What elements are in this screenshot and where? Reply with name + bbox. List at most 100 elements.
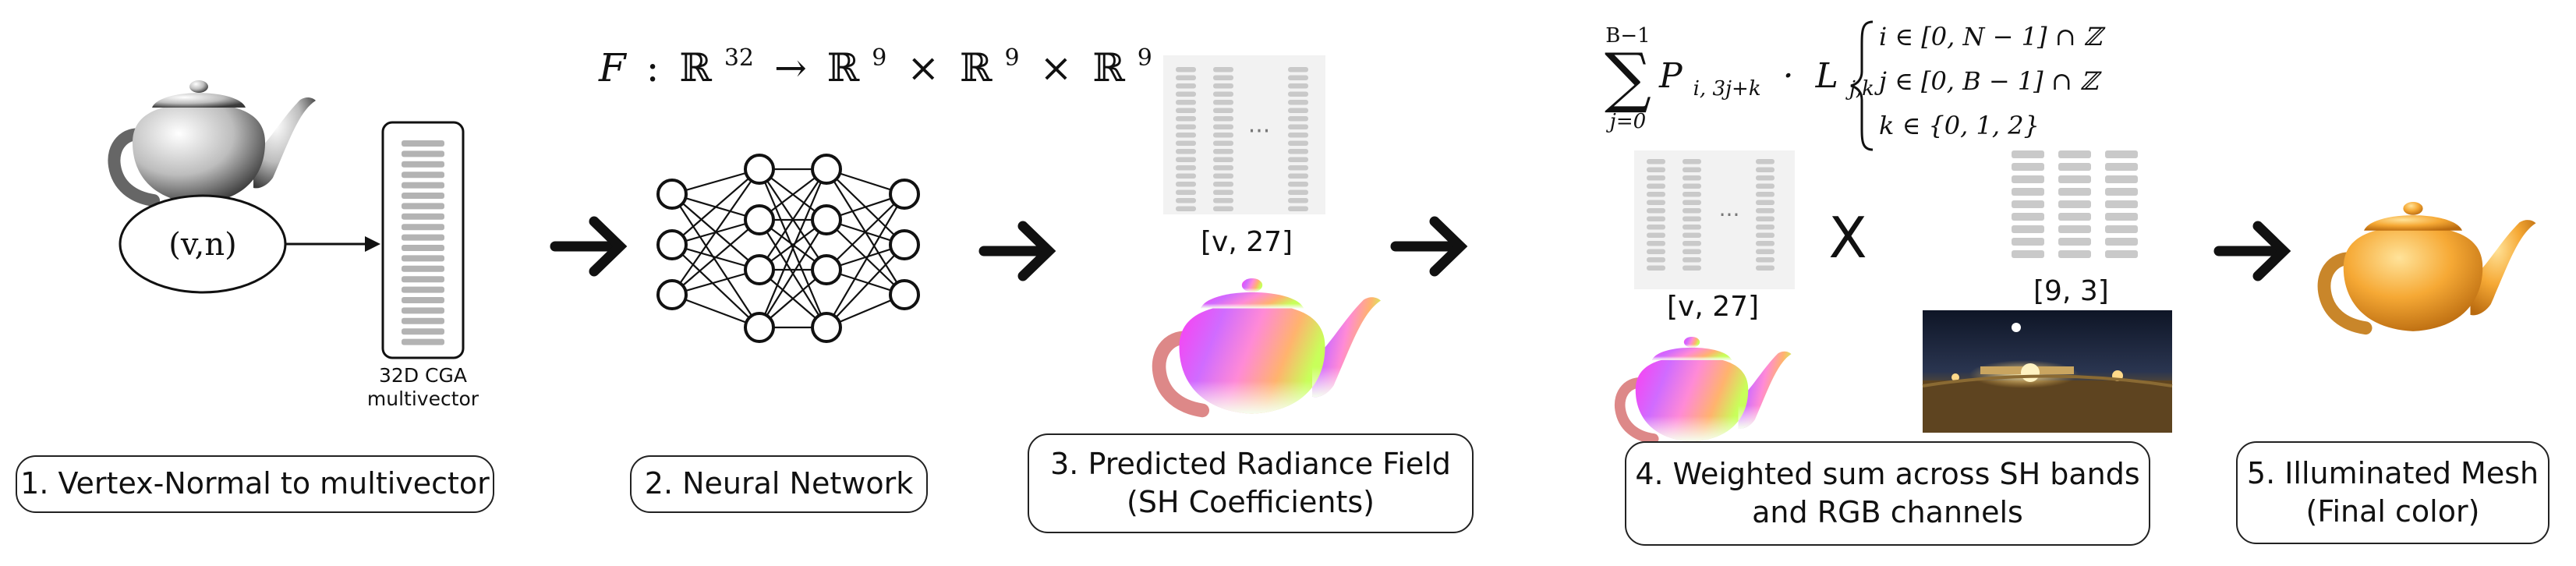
matrix-cell <box>1756 232 1775 238</box>
matrix-cell <box>1213 108 1233 113</box>
light-matrix-cell <box>2105 200 2138 208</box>
sh-matrix-stage4-ellipsis: ··· <box>1719 202 1740 228</box>
svg-text:B−1: B−1 <box>1605 24 1650 48</box>
nn-node <box>656 279 688 310</box>
matrix-cell <box>1176 157 1196 162</box>
matrix-cell <box>1288 206 1308 211</box>
sh-sum-formula: B−1 ∑ j=0 P i, 3j+k · L j,k i ∈ [0, N − … <box>1605 20 2106 151</box>
light-matrix-cell <box>2058 188 2091 196</box>
nn-edge <box>826 244 905 328</box>
matrix-cell <box>1683 183 1701 189</box>
matrix-cell <box>1288 83 1308 89</box>
matrix-cell <box>1683 175 1701 181</box>
matrix-cell <box>1213 189 1233 195</box>
matrix-cell <box>1683 241 1701 246</box>
nn-node <box>889 279 920 310</box>
matrix-cell <box>1756 216 1775 221</box>
multivector-cell <box>402 172 444 179</box>
matrix-cell <box>1683 257 1701 263</box>
matrix-cell <box>1176 165 1196 171</box>
light-matrix-cell <box>2058 150 2091 158</box>
svg-text:∑: ∑ <box>1605 39 1651 115</box>
light-matrix-cell <box>2012 163 2044 171</box>
multivector-cell <box>402 193 444 199</box>
matrix-cell <box>1288 165 1308 171</box>
caption-stage-2: 2. Neural Network <box>630 455 928 513</box>
multivector-cell <box>402 297 444 303</box>
matrix-cell <box>1176 116 1196 122</box>
matrix-cell <box>1288 116 1308 122</box>
nn-node <box>811 312 842 343</box>
matrix-cell <box>1647 192 1665 197</box>
matrix-cell <box>1647 225 1665 230</box>
multivector-cell <box>402 245 444 251</box>
light-matrix-cell <box>2058 175 2091 183</box>
neural-network <box>656 154 920 343</box>
matrix-cell <box>1176 198 1196 203</box>
multivector-cell <box>402 161 444 168</box>
light-matrix-cell <box>2058 163 2091 171</box>
matrix-cell <box>1213 75 1233 80</box>
svg-text:i ∈ [0, N − 1] ∩ ℤ: i ∈ [0, N − 1] ∩ ℤ <box>1879 22 2106 51</box>
light-matrix-cell <box>2058 250 2091 258</box>
caption-stage-5: 5. Illuminated Mesh (Final color) <box>2236 441 2549 544</box>
matrix-cell <box>1756 265 1775 271</box>
matrix-cell <box>1176 189 1196 195</box>
light-matrix-cell <box>2012 188 2044 196</box>
stage3-dim-label: [v, 27] <box>1201 226 1293 258</box>
matrix-cell <box>1683 167 1701 172</box>
multivector-cell <box>402 213 444 220</box>
light-matrix-cell <box>2105 250 2138 258</box>
matrix-cell <box>1756 183 1775 189</box>
nn-edge <box>671 244 760 328</box>
vertex-normal-label: (v,n) <box>168 227 237 263</box>
nn-edge <box>826 193 905 328</box>
nn-node <box>744 204 775 235</box>
matrix-cell <box>1176 100 1196 105</box>
matrix-cell <box>1213 157 1233 162</box>
matrix-cell <box>1176 173 1196 179</box>
light-matrix-cell <box>2105 163 2138 171</box>
matrix-cell <box>1683 208 1701 214</box>
matrix-cell <box>1176 149 1196 154</box>
nn-edge <box>758 168 828 328</box>
matrix-cell <box>1213 83 1233 89</box>
nn-edge <box>671 219 760 295</box>
multivector-cell <box>402 317 444 324</box>
light-matrix-cell <box>2105 175 2138 183</box>
light-matrix-cell <box>2105 150 2138 158</box>
matrix-cell <box>1756 241 1775 246</box>
teapot-icon <box>114 80 316 203</box>
sh-matrix-stage3-cells <box>1176 67 1308 211</box>
matrix-cell <box>1213 182 1233 187</box>
matrix-cell <box>1176 182 1196 187</box>
matrix-cell <box>1683 200 1701 205</box>
multivector-cell <box>402 307 444 314</box>
svg-text:j=0: j=0 <box>1606 110 1646 133</box>
light-matrix-cell <box>2105 225 2138 233</box>
light-matrix-cell <box>2058 238 2091 246</box>
multivector-caption: 32D CGA multivector <box>366 364 479 410</box>
nn-node <box>811 254 842 285</box>
svg-text:j ∈ [0, B − 1] ∩ ℤ: j ∈ [0, B − 1] ∩ ℤ <box>1874 66 2102 96</box>
sh-matrix-stage4-cells <box>1647 159 1775 271</box>
matrix-cell <box>1756 175 1775 181</box>
stage-arrow-3 <box>1390 216 1468 277</box>
matrix-cell <box>1288 182 1308 187</box>
matrix-cell <box>1176 83 1196 89</box>
matrix-cell <box>1288 124 1308 129</box>
matrix-cell <box>1213 124 1233 129</box>
matrix-cell <box>1756 257 1775 263</box>
matrix-cell <box>1176 140 1196 146</box>
matrix-cell <box>1288 108 1308 113</box>
multivector-cell <box>402 234 444 241</box>
matrix-cell <box>1176 206 1196 211</box>
nn-node <box>656 229 688 260</box>
light-matrix-cell <box>2105 238 2138 246</box>
nn-edge <box>759 168 827 271</box>
matrix-cell <box>1647 159 1665 164</box>
matrix-cell <box>1288 198 1308 203</box>
stage-arrow-4 <box>2213 221 2291 281</box>
light-matrix-cell <box>2012 200 2044 208</box>
